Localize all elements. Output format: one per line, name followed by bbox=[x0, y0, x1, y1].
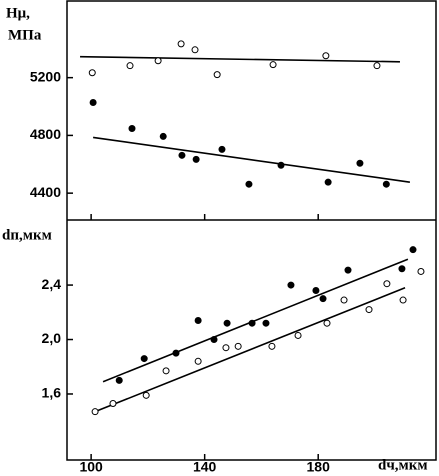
data-point bbox=[269, 61, 277, 69]
data-point bbox=[177, 40, 185, 48]
y-tick-label: 4800 bbox=[30, 126, 61, 142]
data-point bbox=[409, 246, 417, 254]
data-point bbox=[399, 296, 407, 304]
y-tick-label: 2,4 bbox=[42, 276, 62, 292]
data-point bbox=[192, 155, 200, 163]
data-point bbox=[245, 180, 253, 188]
data-point bbox=[287, 281, 295, 289]
y-tick-label: 1,6 bbox=[42, 385, 62, 401]
y-axis-label: dп,мкм bbox=[2, 227, 52, 243]
data-point bbox=[344, 266, 352, 274]
data-point bbox=[382, 180, 390, 188]
data-point bbox=[194, 357, 202, 365]
data-point bbox=[142, 391, 150, 399]
data-point bbox=[191, 46, 199, 54]
data-point bbox=[417, 267, 425, 275]
y-axis-unit: МПа bbox=[8, 27, 42, 43]
data-point bbox=[89, 98, 97, 106]
data-point bbox=[322, 52, 330, 60]
data-point bbox=[323, 319, 331, 327]
data-point bbox=[126, 62, 134, 70]
data-point bbox=[178, 151, 186, 159]
y-tick-label: 2,0 bbox=[42, 330, 62, 346]
data-point bbox=[194, 316, 202, 324]
fit-line bbox=[102, 258, 409, 383]
data-point bbox=[383, 280, 391, 288]
data-point bbox=[340, 296, 348, 304]
data-point bbox=[154, 57, 162, 65]
data-point bbox=[365, 306, 373, 314]
x-tick-label: 100 bbox=[79, 459, 103, 475]
data-point bbox=[319, 295, 327, 303]
fit-line bbox=[93, 136, 410, 183]
data-point bbox=[172, 349, 180, 357]
data-point bbox=[140, 355, 148, 363]
fit-line bbox=[80, 55, 400, 63]
data-point bbox=[128, 124, 136, 132]
data-point bbox=[162, 367, 170, 375]
frame bbox=[66, 0, 437, 461]
data-point bbox=[218, 145, 226, 153]
x-axis-label: dч,мкм bbox=[378, 457, 428, 473]
data-point bbox=[312, 287, 320, 295]
data-point bbox=[159, 132, 167, 140]
x-tick-label: 180 bbox=[307, 459, 331, 475]
y-axis-label: Hμ, bbox=[6, 5, 30, 21]
data-point bbox=[398, 265, 406, 273]
y-tick-label: 5200 bbox=[30, 68, 61, 84]
data-point bbox=[234, 342, 242, 350]
data-point bbox=[294, 331, 302, 339]
data-point bbox=[277, 161, 285, 169]
x-tick-label: 140 bbox=[193, 459, 217, 475]
data-point bbox=[91, 408, 99, 416]
data-point bbox=[109, 400, 117, 408]
data-point bbox=[248, 319, 256, 327]
data-point bbox=[222, 344, 230, 352]
fit-line bbox=[94, 287, 406, 413]
data-point bbox=[268, 342, 276, 350]
data-point bbox=[115, 376, 123, 384]
data-point bbox=[324, 178, 332, 186]
data-point bbox=[373, 62, 381, 70]
y-tick-label: 4400 bbox=[30, 184, 61, 200]
data-point bbox=[356, 159, 364, 167]
data-point bbox=[88, 69, 96, 77]
data-point bbox=[223, 319, 231, 327]
data-point bbox=[262, 319, 270, 327]
data-point bbox=[210, 336, 218, 344]
data-point bbox=[213, 71, 221, 79]
